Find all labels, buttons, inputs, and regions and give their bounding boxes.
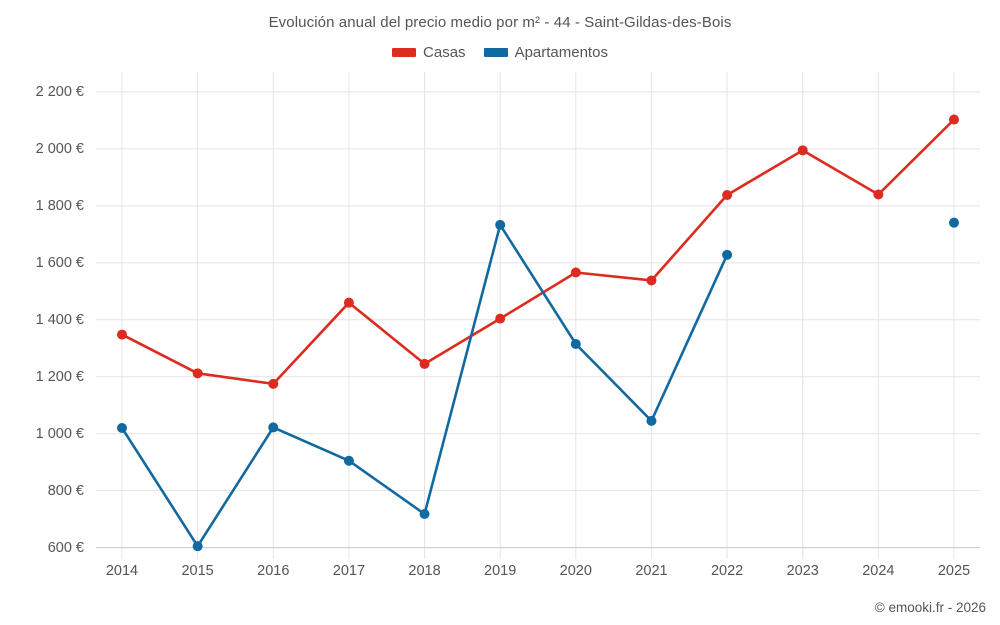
- data-point[interactable]: [722, 190, 733, 201]
- data-point[interactable]: [192, 368, 203, 379]
- x-tick-label: 2017: [332, 563, 366, 579]
- y-tick-label: 1 200 €: [35, 368, 84, 385]
- x-tick-label: 2025: [937, 563, 971, 579]
- legend-swatch-icon: [483, 48, 508, 57]
- x-tick-label: 2022: [710, 563, 744, 579]
- x-tick-label: 2023: [786, 563, 819, 579]
- data-point[interactable]: [192, 541, 203, 552]
- plot-area: [96, 72, 980, 559]
- legend-swatch-icon: [392, 48, 417, 57]
- legend-item[interactable]: Apartamentos: [483, 44, 608, 61]
- chart-legend: Casas Apartamentos: [0, 44, 1000, 61]
- footer-credit: © emooki.fr - 2026: [874, 600, 986, 615]
- x-tick-label: 2021: [635, 563, 668, 579]
- data-point[interactable]: [722, 249, 733, 260]
- chart-title: Evolución anual del precio medio por m² …: [268, 14, 732, 31]
- x-tick-label: 2018: [408, 563, 441, 579]
- legend-item-label: Casas: [423, 44, 466, 61]
- legend-item[interactable]: Casas: [392, 44, 466, 61]
- data-point[interactable]: [949, 217, 959, 228]
- data-point[interactable]: [570, 267, 581, 278]
- y-tick-label: 800 €: [47, 482, 84, 499]
- x-tick-label: 2015: [181, 563, 214, 579]
- data-point[interactable]: [873, 189, 884, 200]
- y-tick-label: 2 000 €: [35, 140, 84, 157]
- data-point[interactable]: [949, 114, 959, 125]
- data-point[interactable]: [646, 275, 657, 286]
- x-tick-label: 2014: [105, 563, 139, 579]
- y-tick-label: 1 000 €: [35, 425, 84, 442]
- data-point[interactable]: [268, 422, 279, 433]
- x-tick-label: 2020: [559, 563, 592, 579]
- x-tick-label: 2024: [862, 563, 895, 579]
- x-tick-label: 2019: [484, 563, 517, 579]
- y-tick-label: 2 200 €: [35, 83, 84, 100]
- data-point[interactable]: [419, 509, 430, 520]
- data-point[interactable]: [343, 297, 354, 308]
- y-tick-label: 1 600 €: [35, 254, 84, 271]
- data-point[interactable]: [495, 219, 506, 230]
- x-tick-label: 2016: [257, 563, 290, 579]
- chart-plot: [96, 72, 980, 559]
- legend-item-label: Apartamentos: [514, 44, 608, 61]
- x-axis: 2014 2015 2016 2017 2018 2019 2020 2021 2022 2023…: [96, 563, 980, 589]
- data-point[interactable]: [646, 415, 657, 426]
- series-line: [120, 118, 956, 386]
- data-point[interactable]: [117, 422, 127, 433]
- data-point[interactable]: [117, 329, 127, 340]
- y-tick-label: 1 400 €: [35, 311, 84, 328]
- data-point[interactable]: [570, 338, 581, 349]
- y-axis: 600 € 800 € 1 000 € 1 200 € 1 400 € 1 600 € 1 …: [0, 0, 84, 625]
- data-point[interactable]: [419, 358, 430, 369]
- data-point[interactable]: [343, 455, 354, 466]
- data-point[interactable]: [268, 378, 279, 389]
- y-tick-label: 1 800 €: [35, 197, 84, 214]
- data-point[interactable]: [495, 313, 506, 324]
- data-point[interactable]: [797, 145, 808, 156]
- y-tick-label: 600 €: [47, 539, 84, 556]
